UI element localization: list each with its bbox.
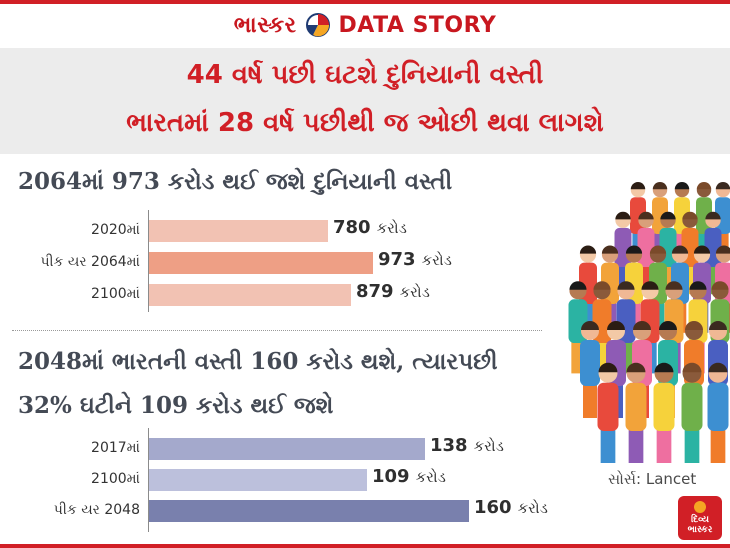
- india-value-label: 160 કરોડ: [474, 497, 548, 518]
- bottom-rule: [0, 544, 730, 548]
- india-value-label: 109 કરોડ: [372, 466, 446, 487]
- india-bar: [149, 438, 425, 460]
- india-category-label: 2100માં: [91, 471, 140, 487]
- brand-pie-logo-icon: [305, 13, 330, 37]
- india-value-number: 160: [474, 497, 512, 518]
- india-value-unit: કરોડ: [517, 499, 548, 517]
- world-chart-title: 2064માં 973 કરોડ થઈ જશે દુનિયાની વસ્તી: [18, 168, 453, 195]
- world-value-label: 780 કરોડ: [333, 217, 407, 238]
- world-bar: [149, 252, 373, 274]
- world-value-label: 973 કરોડ: [378, 249, 452, 270]
- badge-line-1: દિવ્ય: [691, 515, 709, 525]
- headline-line-2: ભારતમાં 28 વર્ષ પછીથી જ ઓછી થવા લાગશે: [126, 108, 604, 138]
- india-chart-title-line-1: 2048માં ભારતની વસ્તી 160 કરોડ થશે, ત્યાર…: [18, 348, 498, 375]
- brand-name: ભાસ્કર: [233, 12, 297, 38]
- crowd-illustration-icon: [568, 182, 730, 463]
- world-value-label: 879 કરોડ: [356, 281, 430, 302]
- divya-bhaskar-badge-icon: દિવ્ય ભાસ્કર: [678, 496, 722, 540]
- badge-line-2: ભાસ્કર: [687, 525, 713, 535]
- brand-product: DATA STORY: [338, 12, 497, 38]
- world-bar: [149, 284, 351, 306]
- brand-header: ભાસ્કર DATA STORY: [0, 8, 730, 42]
- india-chart-title-line-2: 32% ઘટીને 109 કરોડ થઈ જશે: [18, 392, 334, 419]
- india-bar: [149, 469, 367, 491]
- world-category-label: 2100માં: [91, 286, 140, 302]
- world-value-unit: કરોડ: [421, 251, 452, 269]
- source-note: સોર્સ: Lancet: [608, 470, 697, 488]
- world-value-unit: કરોડ: [376, 219, 407, 237]
- india-category-label: પીક યર 2048: [53, 502, 140, 518]
- world-bar: [149, 220, 328, 242]
- india-category-label: 2017માં: [91, 440, 140, 456]
- world-value-unit: કરોડ: [399, 283, 430, 301]
- top-rule: [0, 0, 730, 4]
- badge-sun-icon: [694, 501, 706, 513]
- world-category-label: પીક યર 2064માં: [40, 254, 140, 270]
- world-value-number: 780: [333, 217, 371, 238]
- india-value-label: 138 કરોડ: [430, 435, 504, 456]
- india-value-unit: કરોડ: [473, 437, 504, 455]
- india-bar: [149, 500, 469, 522]
- world-value-number: 879: [356, 281, 394, 302]
- headline-box: [0, 48, 730, 154]
- world-value-number: 973: [378, 249, 416, 270]
- india-value-number: 109: [372, 466, 410, 487]
- headline-line-1: 44 વર્ષ પછી ઘટશે દુનિયાની વસ્તી: [186, 60, 544, 90]
- india-chart-axis: [148, 428, 149, 532]
- india-value-unit: કરોડ: [415, 468, 446, 486]
- section-divider: [12, 330, 542, 331]
- world-category-label: 2020માં: [91, 222, 140, 238]
- world-chart-axis: [148, 210, 149, 312]
- india-value-number: 138: [430, 435, 468, 456]
